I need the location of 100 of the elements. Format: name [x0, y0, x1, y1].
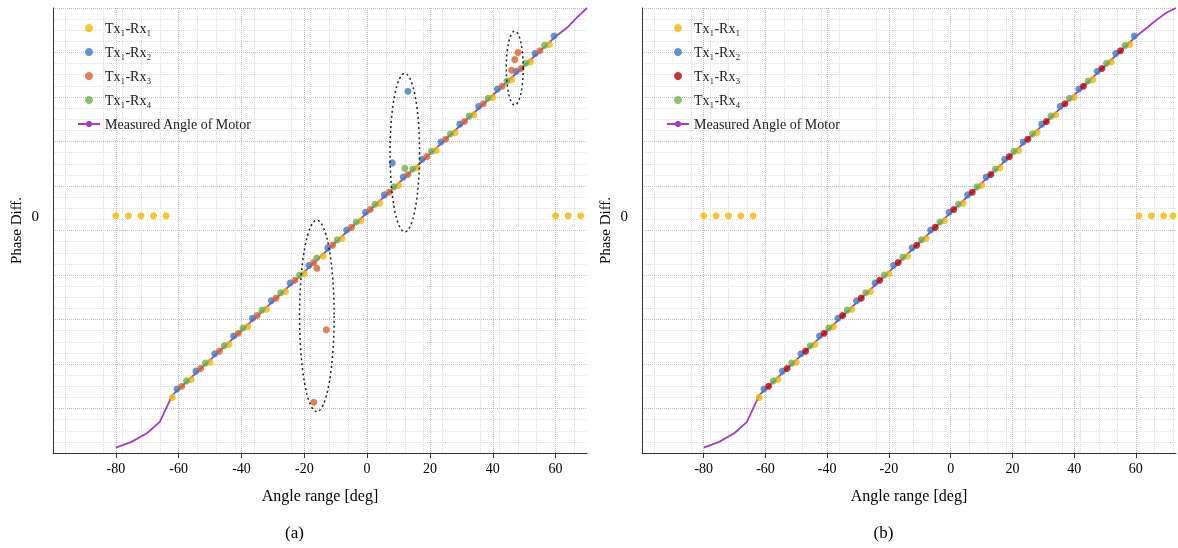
point	[724, 212, 732, 220]
point	[258, 306, 266, 314]
point	[183, 377, 190, 385]
point	[401, 164, 409, 172]
point	[322, 326, 330, 334]
point	[737, 212, 745, 220]
point	[479, 100, 487, 108]
point	[484, 94, 492, 102]
x-tick-label: 20	[422, 460, 437, 476]
point	[124, 212, 132, 220]
point	[876, 276, 884, 284]
point	[446, 130, 454, 138]
point	[319, 252, 327, 260]
point	[1066, 94, 1074, 102]
point	[1103, 59, 1111, 67]
point	[1024, 135, 1032, 143]
point	[927, 226, 935, 234]
text: (b)	[873, 523, 894, 542]
point	[1010, 147, 1018, 155]
point	[310, 398, 318, 406]
point	[1098, 65, 1106, 73]
x-tick-label: -60	[169, 460, 188, 476]
point	[894, 259, 902, 267]
point	[423, 153, 431, 161]
point	[461, 117, 468, 125]
x-tick-label: -20	[879, 460, 899, 476]
x-tick-label: 20	[1005, 460, 1020, 476]
point	[564, 212, 572, 220]
point	[197, 364, 205, 372]
point	[404, 170, 412, 178]
point	[1042, 117, 1050, 125]
point	[954, 200, 962, 208]
point	[991, 165, 999, 173]
legend-label: Tx₁-Rx₁	[105, 20, 152, 36]
point	[839, 312, 847, 319]
x-tick-label: -80	[694, 460, 714, 476]
point	[880, 271, 888, 279]
legend-label: Measured Angle of Motor	[105, 116, 252, 132]
x-tick-label: -40	[817, 460, 837, 476]
legend-label: Tx₁-Rx₄	[105, 92, 152, 108]
legend-label: Tx₁-Rx₂	[694, 44, 741, 60]
x-tick-label: 40	[1067, 460, 1082, 476]
point	[541, 41, 549, 49]
legend-label: Tx₁-Rx₄	[694, 92, 741, 108]
point	[1061, 100, 1069, 108]
x-tick-label: -40	[232, 460, 251, 476]
point	[178, 382, 186, 390]
point	[765, 382, 773, 390]
text: 0	[31, 207, 39, 224]
point	[215, 347, 223, 355]
point	[783, 364, 791, 372]
point	[220, 342, 228, 350]
point	[234, 329, 242, 337]
point	[1130, 32, 1138, 40]
point	[296, 271, 304, 279]
point	[409, 165, 417, 173]
point	[1116, 47, 1124, 55]
point	[1079, 82, 1087, 90]
point	[755, 393, 763, 401]
point	[825, 324, 833, 332]
point	[936, 218, 944, 226]
legend-label: Tx₁-Rx₃	[105, 68, 152, 84]
point	[712, 212, 720, 220]
point	[313, 254, 321, 262]
point	[917, 236, 925, 244]
point	[1160, 212, 1168, 220]
point	[987, 170, 995, 178]
point	[1005, 153, 1013, 161]
point	[769, 377, 777, 385]
point	[404, 87, 412, 95]
point	[1135, 212, 1143, 220]
point	[1028, 130, 1036, 138]
point	[291, 276, 299, 284]
point	[498, 82, 506, 90]
point	[162, 212, 170, 220]
point	[820, 329, 828, 337]
legend-label: Tx₁-Rx₁	[694, 20, 741, 36]
point	[843, 306, 851, 314]
point	[788, 359, 796, 367]
point	[371, 200, 379, 208]
point	[806, 342, 814, 350]
x-tick-label: 0	[363, 460, 371, 476]
point	[899, 253, 907, 261]
text: 0	[620, 207, 628, 224]
point	[137, 212, 145, 220]
x-tick-label: -20	[294, 460, 314, 476]
point	[428, 147, 436, 155]
point	[931, 223, 939, 231]
point	[1169, 212, 1177, 220]
point	[112, 212, 120, 220]
text: (a)	[285, 523, 304, 542]
point	[508, 66, 516, 74]
point	[168, 393, 176, 401]
point	[253, 312, 261, 319]
point	[857, 294, 865, 302]
point	[973, 183, 981, 191]
point	[862, 289, 870, 297]
point	[950, 206, 958, 214]
point	[329, 241, 337, 249]
x-tick-label: 60	[548, 460, 563, 476]
